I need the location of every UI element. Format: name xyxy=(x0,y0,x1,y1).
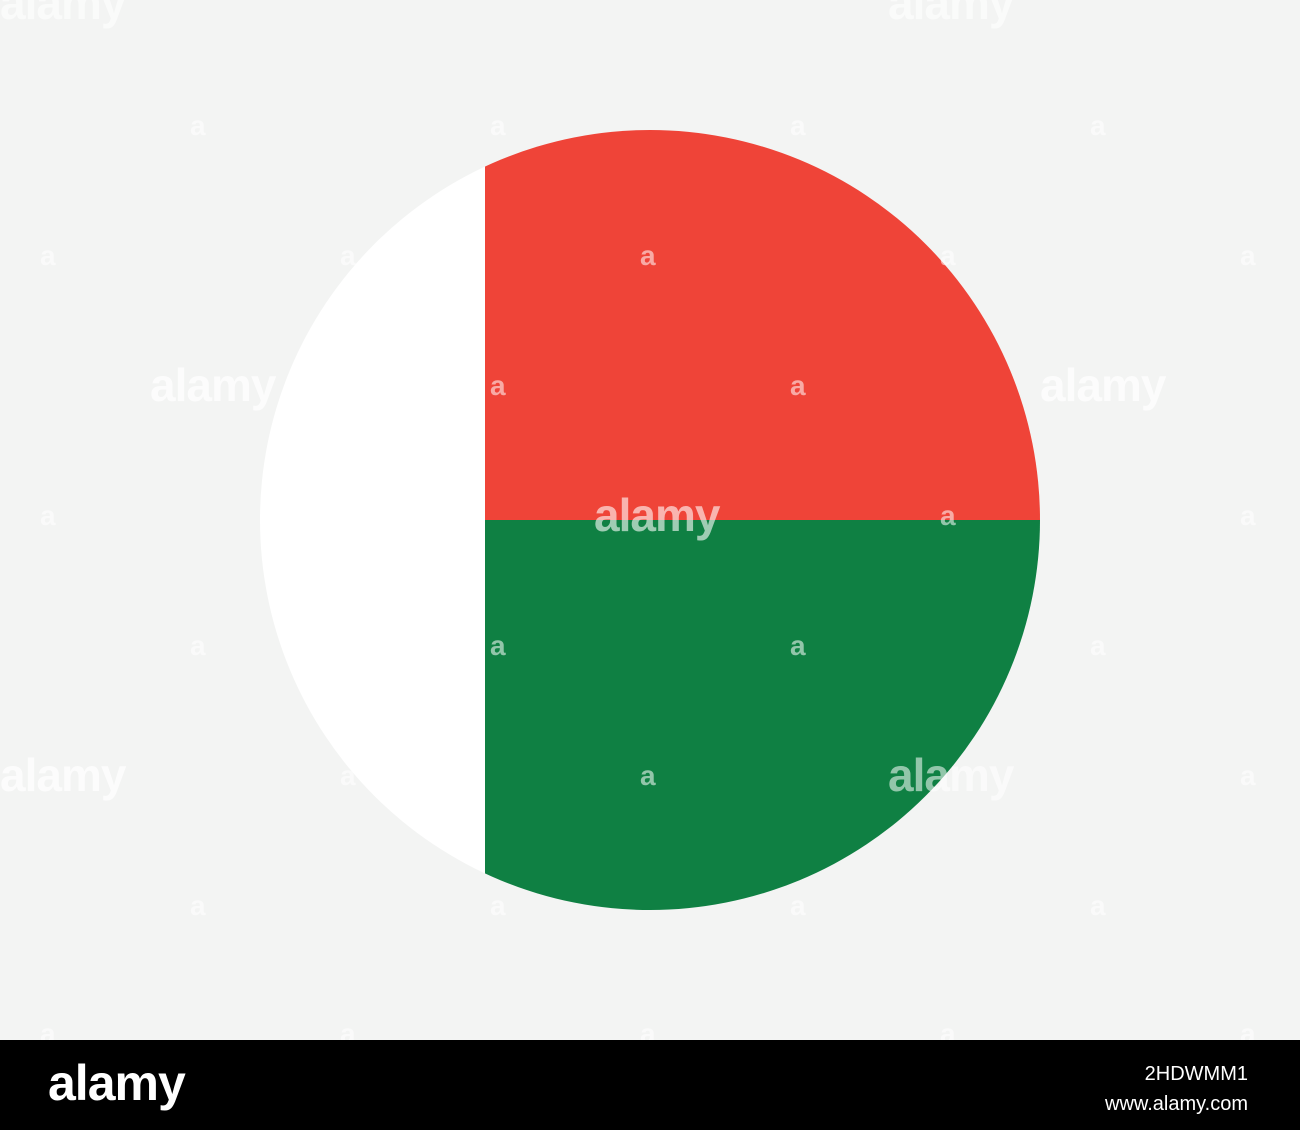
watermark-letter: a xyxy=(790,370,806,401)
watermark-letter: a xyxy=(190,110,206,141)
watermark-word: alamy xyxy=(1040,359,1166,411)
watermark-word: alamy xyxy=(150,359,276,411)
watermark-letter: a xyxy=(1240,500,1256,531)
watermark-letter: a xyxy=(40,1018,56,1041)
watermark-letter: a xyxy=(40,500,56,531)
watermark-letter: a xyxy=(790,630,806,661)
watermark-letter: a xyxy=(790,110,806,141)
watermark-letter: a xyxy=(640,760,656,791)
watermark-letter: a xyxy=(490,630,506,661)
watermark-letter: a xyxy=(340,240,356,271)
watermark-letter: a xyxy=(490,110,506,141)
watermark-letter: a xyxy=(340,1018,356,1041)
watermark-letter: a xyxy=(1090,110,1106,141)
watermark-letter: a xyxy=(490,890,506,921)
watermark-letter: a xyxy=(1090,630,1106,661)
watermark-letter: a xyxy=(340,500,356,531)
image-id: 2HDWMM1 xyxy=(1144,1063,1248,1085)
watermark-letter: a xyxy=(1240,760,1256,791)
site-url: www.alamy.com xyxy=(1105,1093,1248,1115)
watermark-letter: a xyxy=(190,630,206,661)
alamy-logo: alamy xyxy=(48,1055,186,1111)
footer-bar: alamy 2HDWMM1 www.alamy.com xyxy=(0,1040,1300,1130)
watermark-letter: a xyxy=(340,760,356,791)
watermark-letter: a xyxy=(940,240,956,271)
flag-graphic xyxy=(0,0,1300,1040)
watermark-word: alamy xyxy=(888,749,1014,801)
watermark-word: alamy xyxy=(594,489,720,541)
watermark-letter: a xyxy=(640,1018,656,1041)
watermark-letter: a xyxy=(640,240,656,271)
watermark-letter: a xyxy=(40,240,56,271)
watermark-word: alamy xyxy=(0,749,126,801)
watermark-letter: a xyxy=(1240,240,1256,271)
watermark-word: alamy xyxy=(888,0,1014,29)
watermark-letter: a xyxy=(790,890,806,921)
watermark-letter: a xyxy=(1090,890,1106,921)
watermark-letter: a xyxy=(940,1018,956,1041)
watermark-letter: a xyxy=(190,890,206,921)
watermark-letter: a xyxy=(940,500,956,531)
watermark-letter: a xyxy=(1240,1018,1256,1041)
watermark-word: alamy xyxy=(0,0,126,29)
round-flag xyxy=(260,130,1040,910)
image-canvas: alamy alamy alamy alamy alamy alamy alam… xyxy=(0,0,1300,1040)
watermark-letter: a xyxy=(490,370,506,401)
